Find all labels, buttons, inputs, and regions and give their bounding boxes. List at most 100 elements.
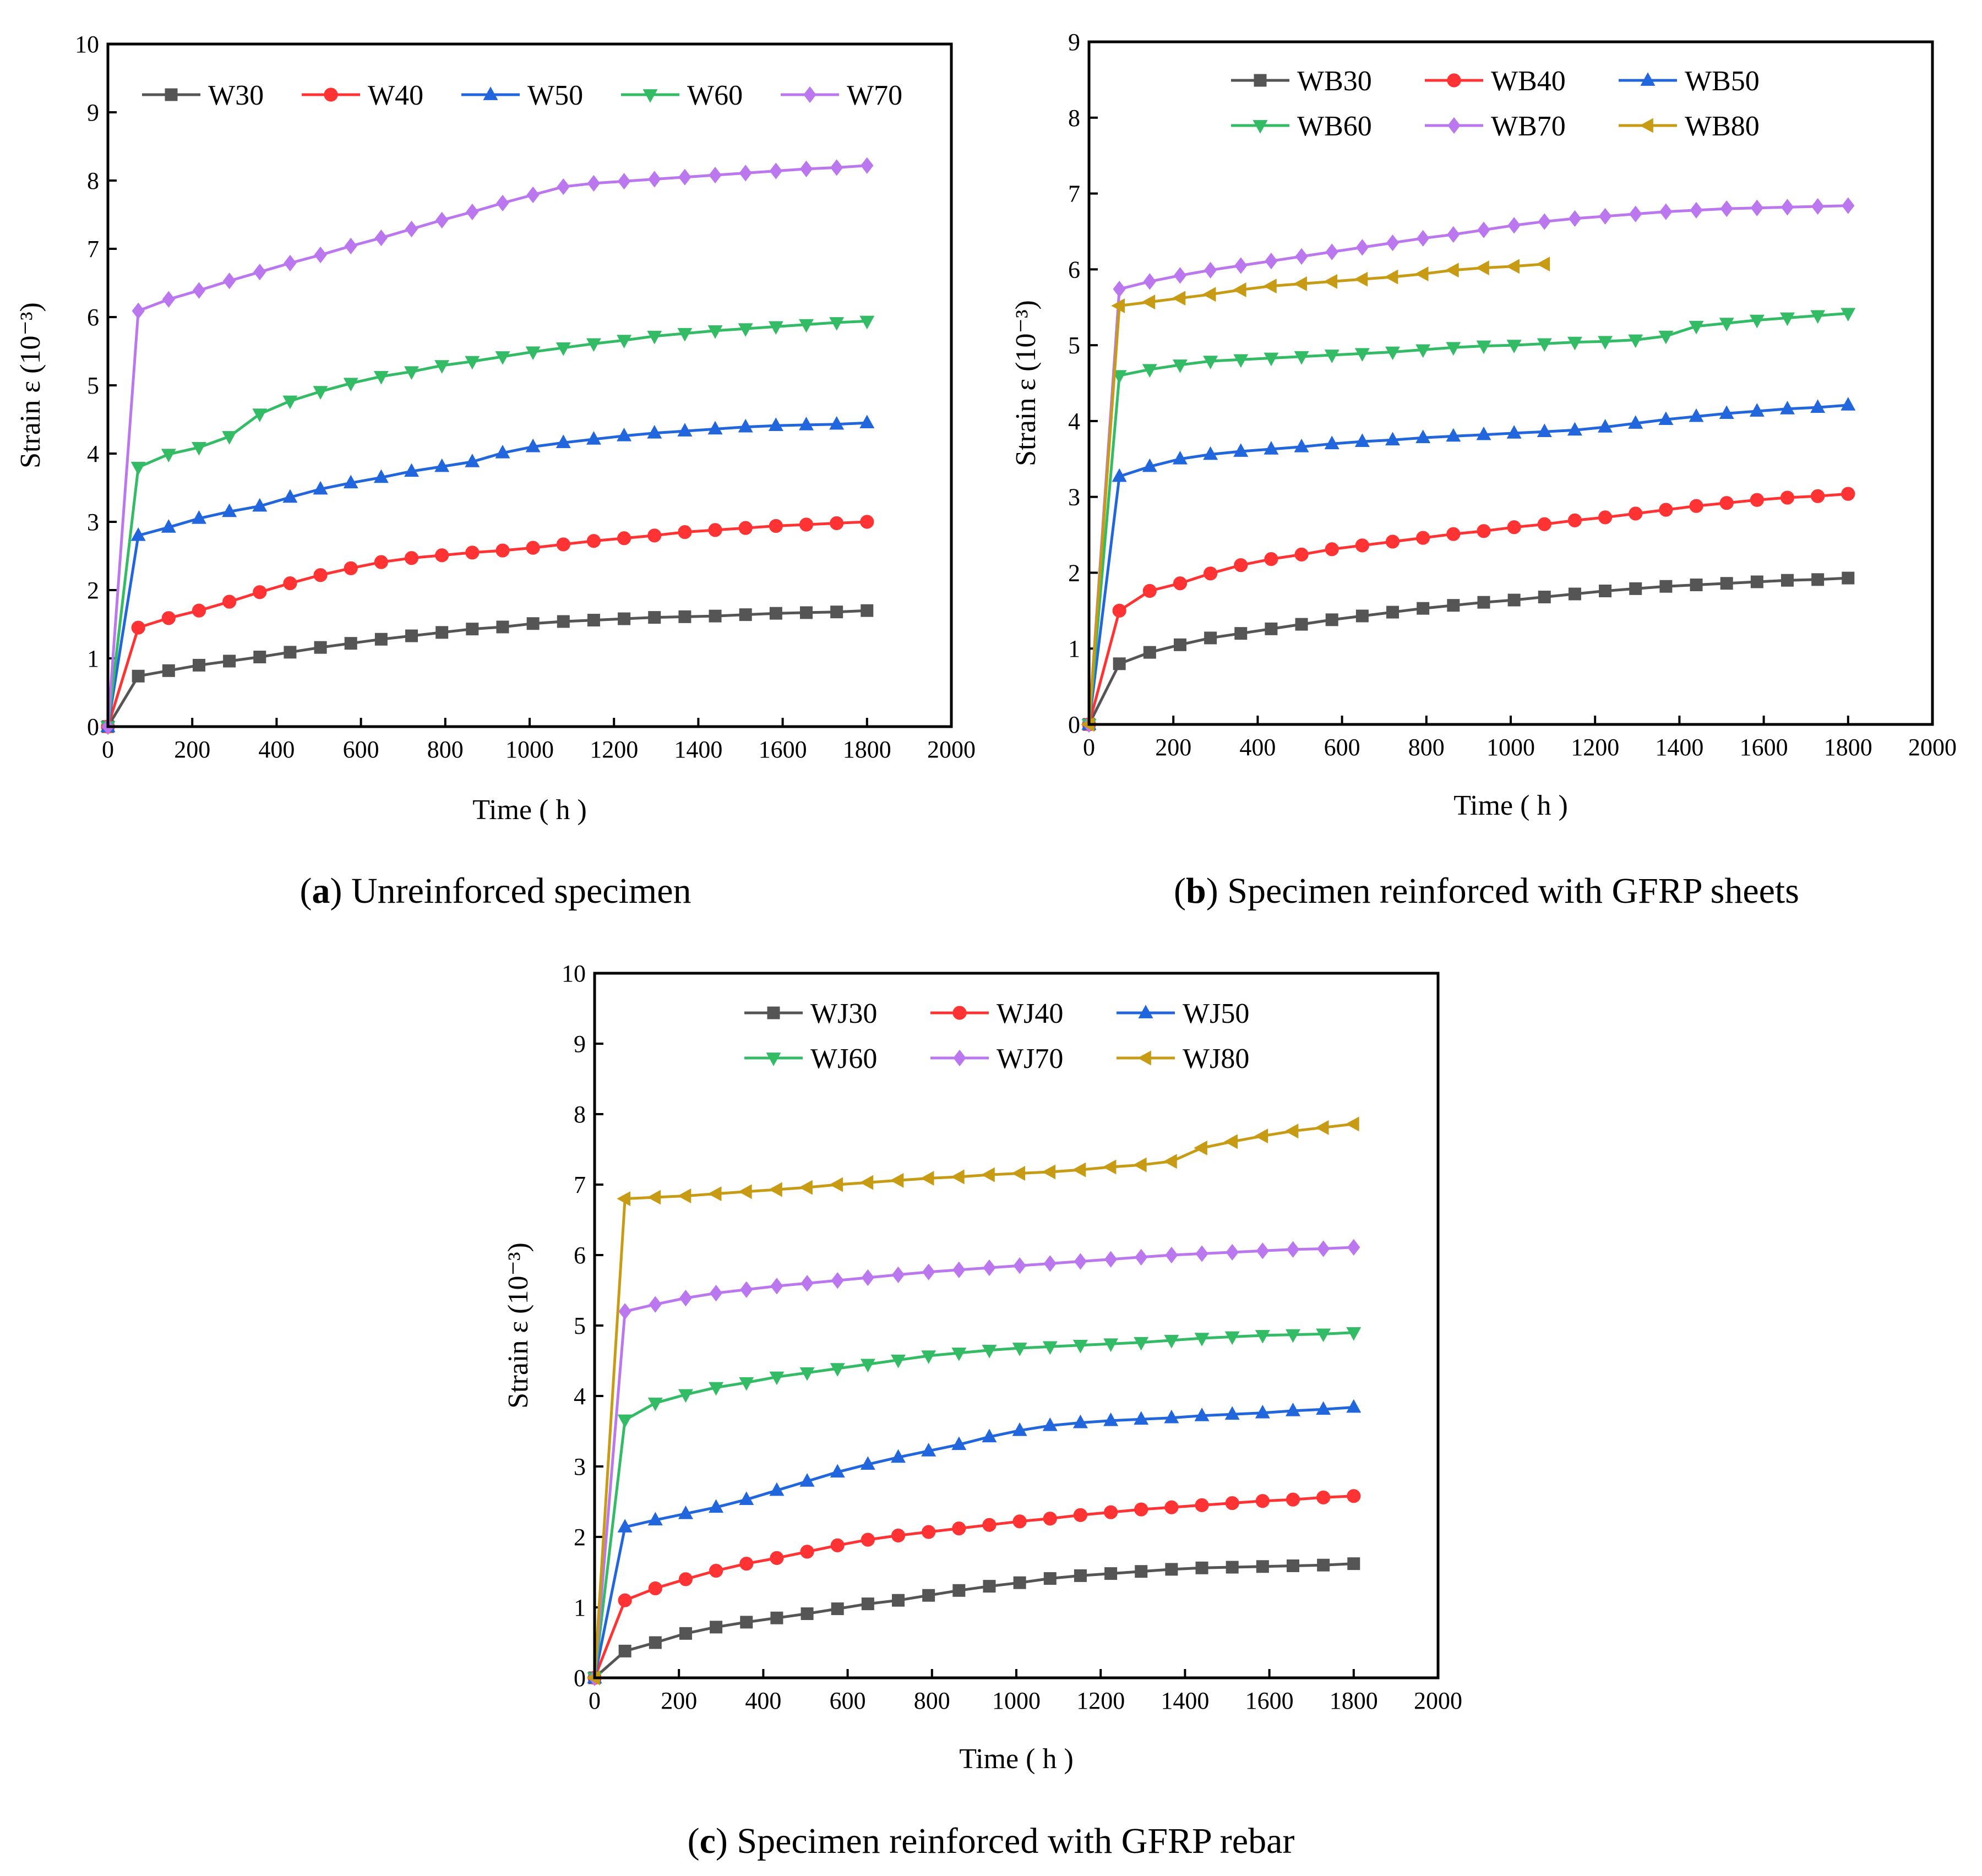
data-point-WJ70 xyxy=(831,1272,844,1289)
data-point-WJ70 xyxy=(1104,1251,1118,1268)
data-point-WJ30 xyxy=(770,1611,783,1624)
data-point-WJ70 xyxy=(1195,1245,1208,1262)
data-point-WJ50 xyxy=(739,1491,754,1506)
series-W70 xyxy=(101,157,874,735)
data-point-WJ30 xyxy=(1165,1563,1178,1576)
data-point-WB70 xyxy=(1507,217,1521,234)
data-point-WJ80 xyxy=(890,1172,904,1188)
data-point-WB40 xyxy=(1659,503,1673,517)
data-point-WB70 xyxy=(1143,273,1156,290)
caption-paren-close: ) xyxy=(716,1821,737,1861)
data-point-WJ30 xyxy=(801,1607,814,1621)
data-point-WJ70 xyxy=(1256,1242,1269,1259)
data-point-W70 xyxy=(830,159,843,176)
data-point-WJ50 xyxy=(1224,1406,1240,1420)
data-point-WB60 xyxy=(1142,364,1157,378)
data-point-W50 xyxy=(343,475,358,489)
data-point-WB70 xyxy=(1265,253,1278,270)
series-WB80 xyxy=(1081,257,1550,732)
data-point-W70 xyxy=(709,166,722,184)
data-point-WB30 xyxy=(1234,627,1248,640)
data-point-WJ40 xyxy=(1073,1508,1088,1522)
data-point-W60 xyxy=(768,321,783,335)
data-point-W60 xyxy=(738,323,753,337)
data-point-W30 xyxy=(648,611,661,624)
legend-item-WB60: WB60 xyxy=(1231,111,1372,142)
y-tick-label: 7 xyxy=(574,1171,586,1198)
data-point-WB30 xyxy=(1447,599,1460,612)
data-point-W30 xyxy=(284,646,297,659)
data-point-WB70 xyxy=(1720,200,1733,217)
data-point-W60 xyxy=(161,449,176,463)
data-point-WJ80 xyxy=(829,1177,843,1192)
data-point-WB80 xyxy=(1475,260,1489,276)
data-point-W50 xyxy=(859,415,875,429)
data-point-WJ50 xyxy=(891,1449,906,1463)
x-tick-label: 1000 xyxy=(1486,734,1535,761)
data-point-WJ30 xyxy=(1135,1565,1148,1578)
data-point-WB50 xyxy=(1506,425,1522,439)
data-point-WB60 xyxy=(1203,356,1218,369)
data-point-WB50 xyxy=(1354,433,1370,447)
data-point-WJ80 xyxy=(707,1186,722,1202)
data-point-WJ30 xyxy=(1286,1559,1299,1572)
data-point-W50 xyxy=(556,434,571,449)
y-tick-label: 6 xyxy=(1068,256,1080,283)
data-point-WB60 xyxy=(1415,344,1431,358)
data-point-WJ50 xyxy=(982,1428,997,1443)
data-point-W50 xyxy=(617,427,632,441)
data-point-WB40 xyxy=(1780,490,1795,505)
data-point-WB60 xyxy=(1689,320,1704,335)
y-tick-label: 7 xyxy=(87,236,99,263)
data-point-WJ30 xyxy=(1347,1557,1360,1570)
data-point-WB60 xyxy=(1446,342,1461,356)
data-point-WB50 xyxy=(1142,458,1157,472)
data-point-WB30 xyxy=(1780,574,1794,587)
data-point-W40 xyxy=(647,528,662,543)
data-point-W30 xyxy=(405,629,418,642)
data-point-WB30 xyxy=(1295,618,1308,631)
data-point-W40 xyxy=(253,585,267,599)
x-tick-label: 800 xyxy=(1408,734,1445,761)
x-tick-label: 1800 xyxy=(1330,1687,1378,1714)
data-point-WJ80 xyxy=(1011,1166,1025,1181)
y-tick-label: 9 xyxy=(574,1030,586,1057)
data-point-WJ70 xyxy=(770,1278,783,1295)
data-point-WB80 xyxy=(1384,269,1398,285)
data-point-W50 xyxy=(282,489,298,503)
data-point-WB80 xyxy=(1202,287,1216,302)
caption-letter: a xyxy=(312,871,330,911)
x-axis-label: Time ( h ) xyxy=(1453,790,1568,821)
data-point-WJ50 xyxy=(1194,1408,1210,1421)
data-point-WB60 xyxy=(1598,336,1613,350)
data-point-W40 xyxy=(678,525,692,539)
data-point-WJ50 xyxy=(799,1473,815,1487)
data-point-WB30 xyxy=(1173,638,1186,651)
data-point-WJ70 xyxy=(1286,1241,1300,1258)
data-point-WB30 xyxy=(1143,646,1156,659)
y-axis-label: Strain ε (10⁻³) xyxy=(503,1242,534,1409)
x-tick-label: 1600 xyxy=(759,736,807,763)
data-point-WB60 xyxy=(1628,334,1643,348)
y-tick-label: 2 xyxy=(574,1524,586,1551)
data-point-W70 xyxy=(284,254,297,272)
data-point-WB60 xyxy=(1780,312,1795,326)
data-point-WB40 xyxy=(1446,527,1461,541)
data-point-WB80 xyxy=(1172,291,1186,306)
legend-item-W30: W30 xyxy=(142,80,264,111)
series-WB50 xyxy=(1081,397,1856,730)
data-point-WB50 xyxy=(1658,411,1674,425)
data-point-W50 xyxy=(222,503,237,517)
data-point-W70 xyxy=(435,211,449,229)
data-point-WB50 xyxy=(1810,399,1826,413)
legend-label: WJ40 xyxy=(997,998,1063,1029)
data-point-WJ50 xyxy=(830,1464,845,1478)
x-axis-label: Time ( h ) xyxy=(472,794,587,826)
data-point-WB80 xyxy=(1536,257,1550,272)
data-point-WJ30 xyxy=(1226,1561,1239,1574)
data-point-W30 xyxy=(557,615,570,628)
data-point-W60 xyxy=(859,315,875,330)
data-point-WB40 xyxy=(1841,487,1855,501)
x-tick-label: 1200 xyxy=(1076,1687,1125,1714)
y-tick-label: 8 xyxy=(1068,105,1080,132)
